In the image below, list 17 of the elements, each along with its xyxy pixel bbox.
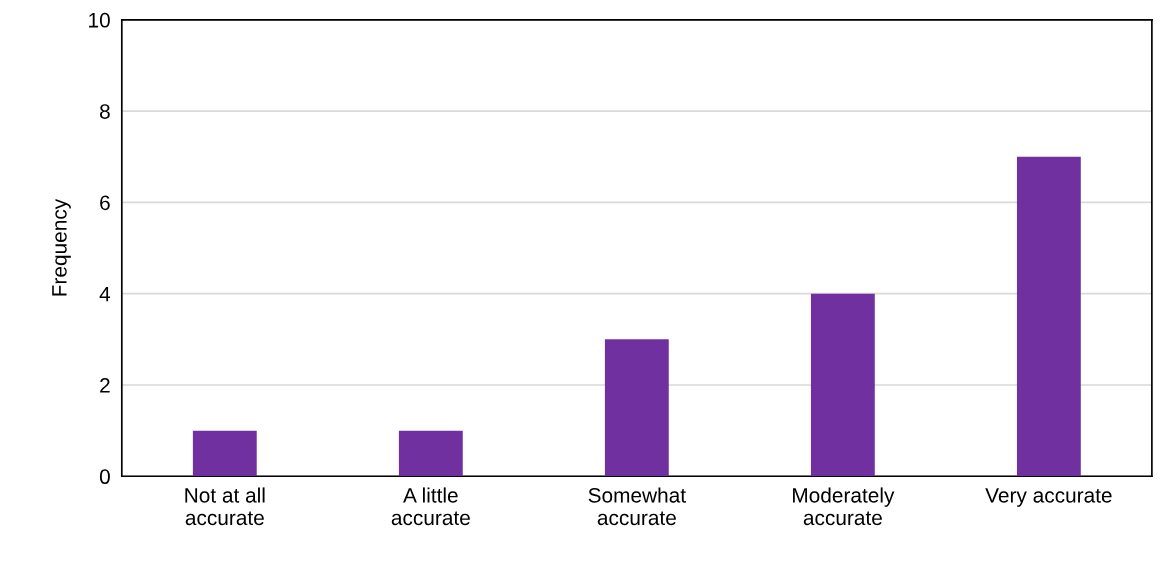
x-tick-label: Very accurate: [985, 488, 1112, 507]
y-tick-label: 2: [100, 377, 110, 393]
y-tick-label: 8: [100, 104, 110, 119]
y-tick-label: 6: [100, 195, 110, 211]
bar: [398, 430, 463, 477]
y-tick-label: 4: [99, 286, 111, 302]
bar: [604, 339, 669, 477]
bar: [1016, 156, 1081, 477]
x-tick-label: Not at all accurate: [185, 487, 265, 526]
bar: [810, 293, 875, 477]
y-tick-label: 0: [99, 469, 110, 485]
x-tick-label: A little accurate: [391, 487, 470, 526]
y-axis-title: Frequency: [52, 198, 71, 296]
x-tick-label: Somewhat accurate: [588, 487, 686, 526]
x-tick-label: Moderately accurate: [793, 487, 895, 526]
bar: [192, 430, 257, 477]
y-tick-label: 10: [89, 12, 110, 28]
